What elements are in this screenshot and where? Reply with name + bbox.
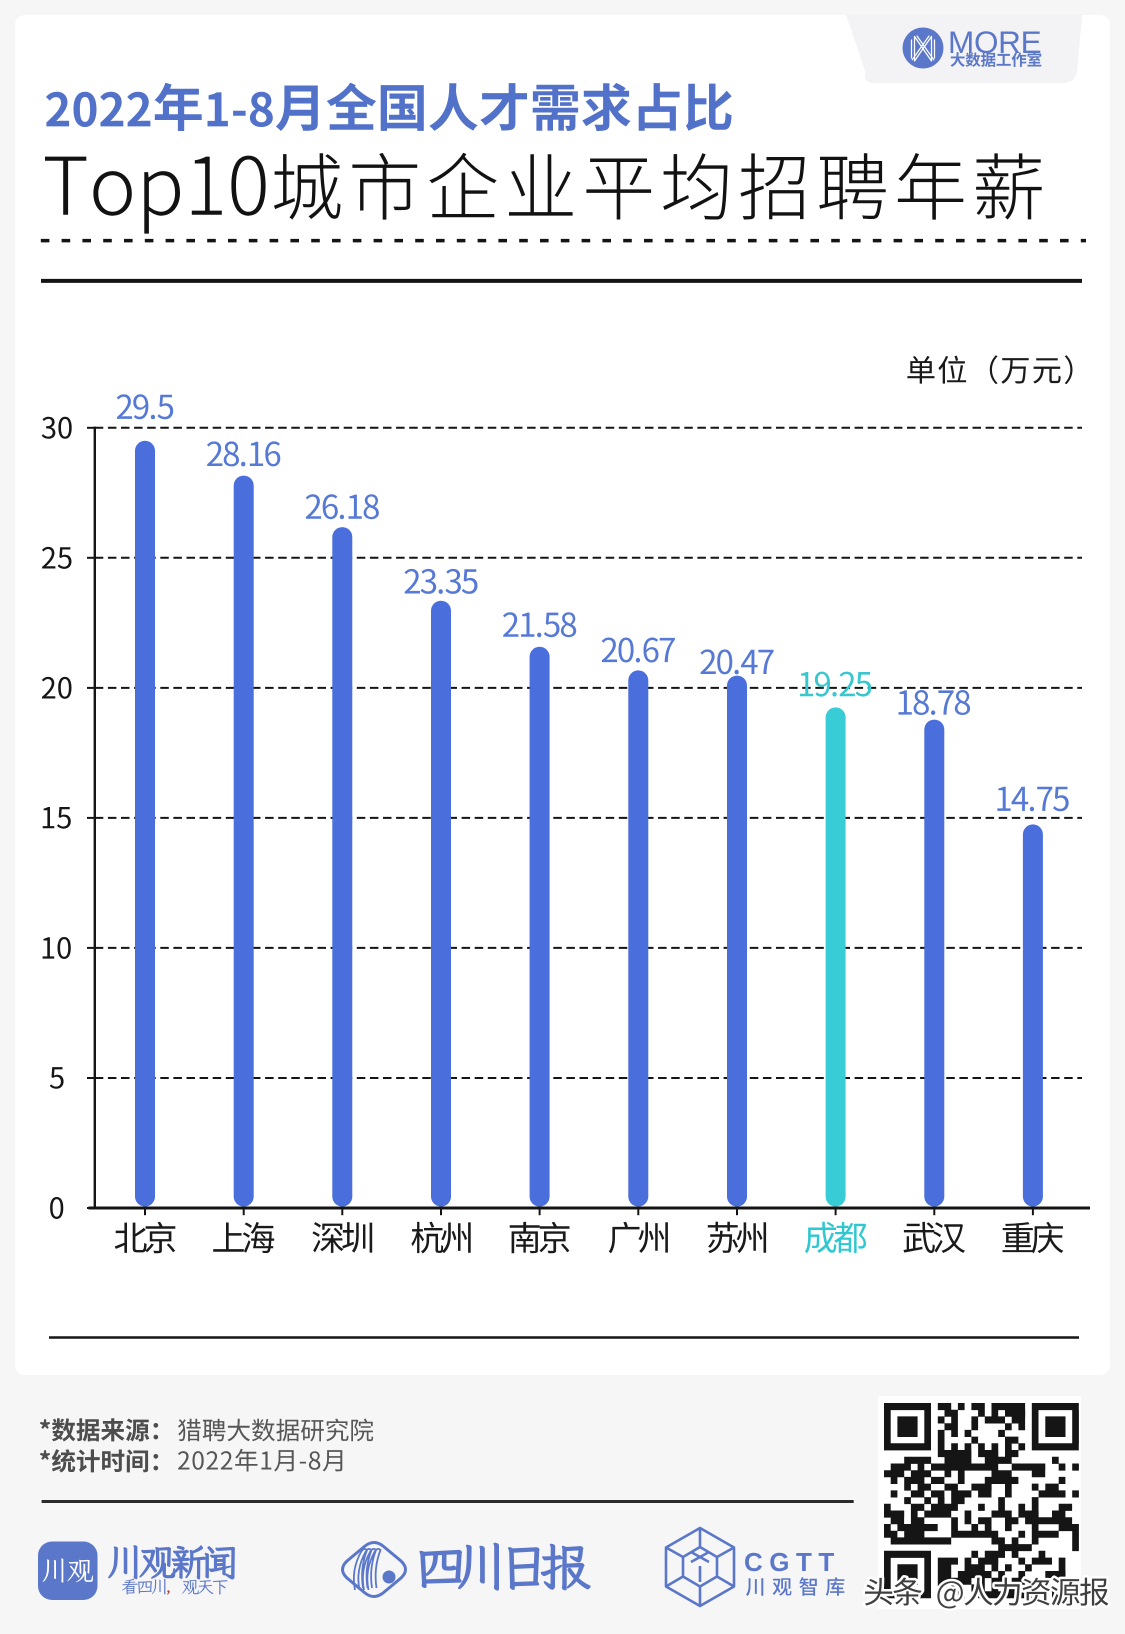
svg-text:CGTT: CGTT [744,1547,841,1577]
